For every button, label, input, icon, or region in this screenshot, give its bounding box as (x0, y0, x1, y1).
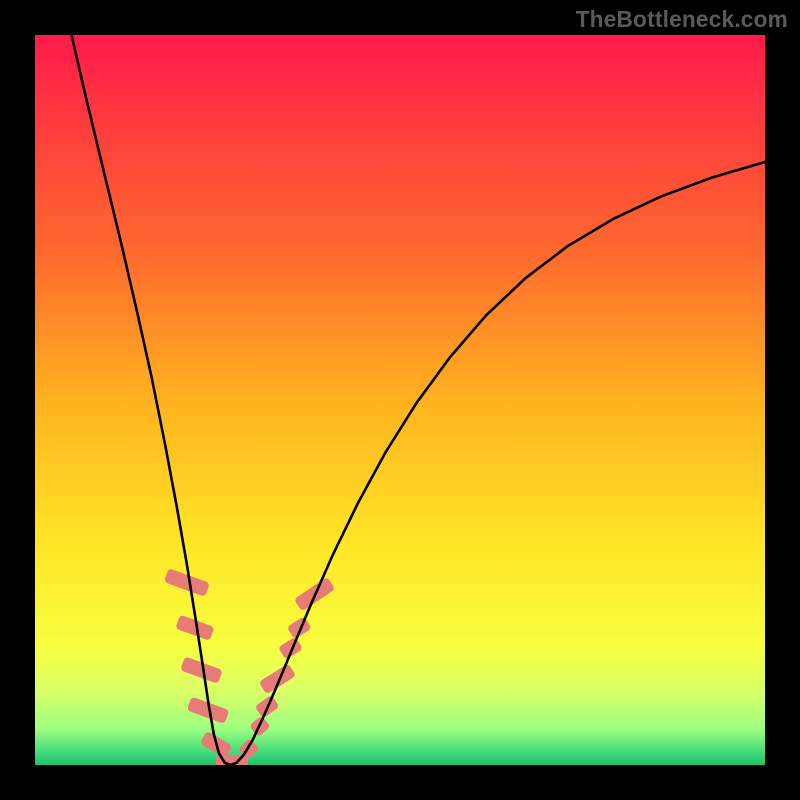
outer-frame: TheBottleneck.com (0, 0, 800, 800)
chart-svg (35, 35, 765, 765)
gradient-background (35, 35, 765, 765)
watermark-text: TheBottleneck.com (576, 6, 788, 33)
plot-area (35, 35, 765, 765)
